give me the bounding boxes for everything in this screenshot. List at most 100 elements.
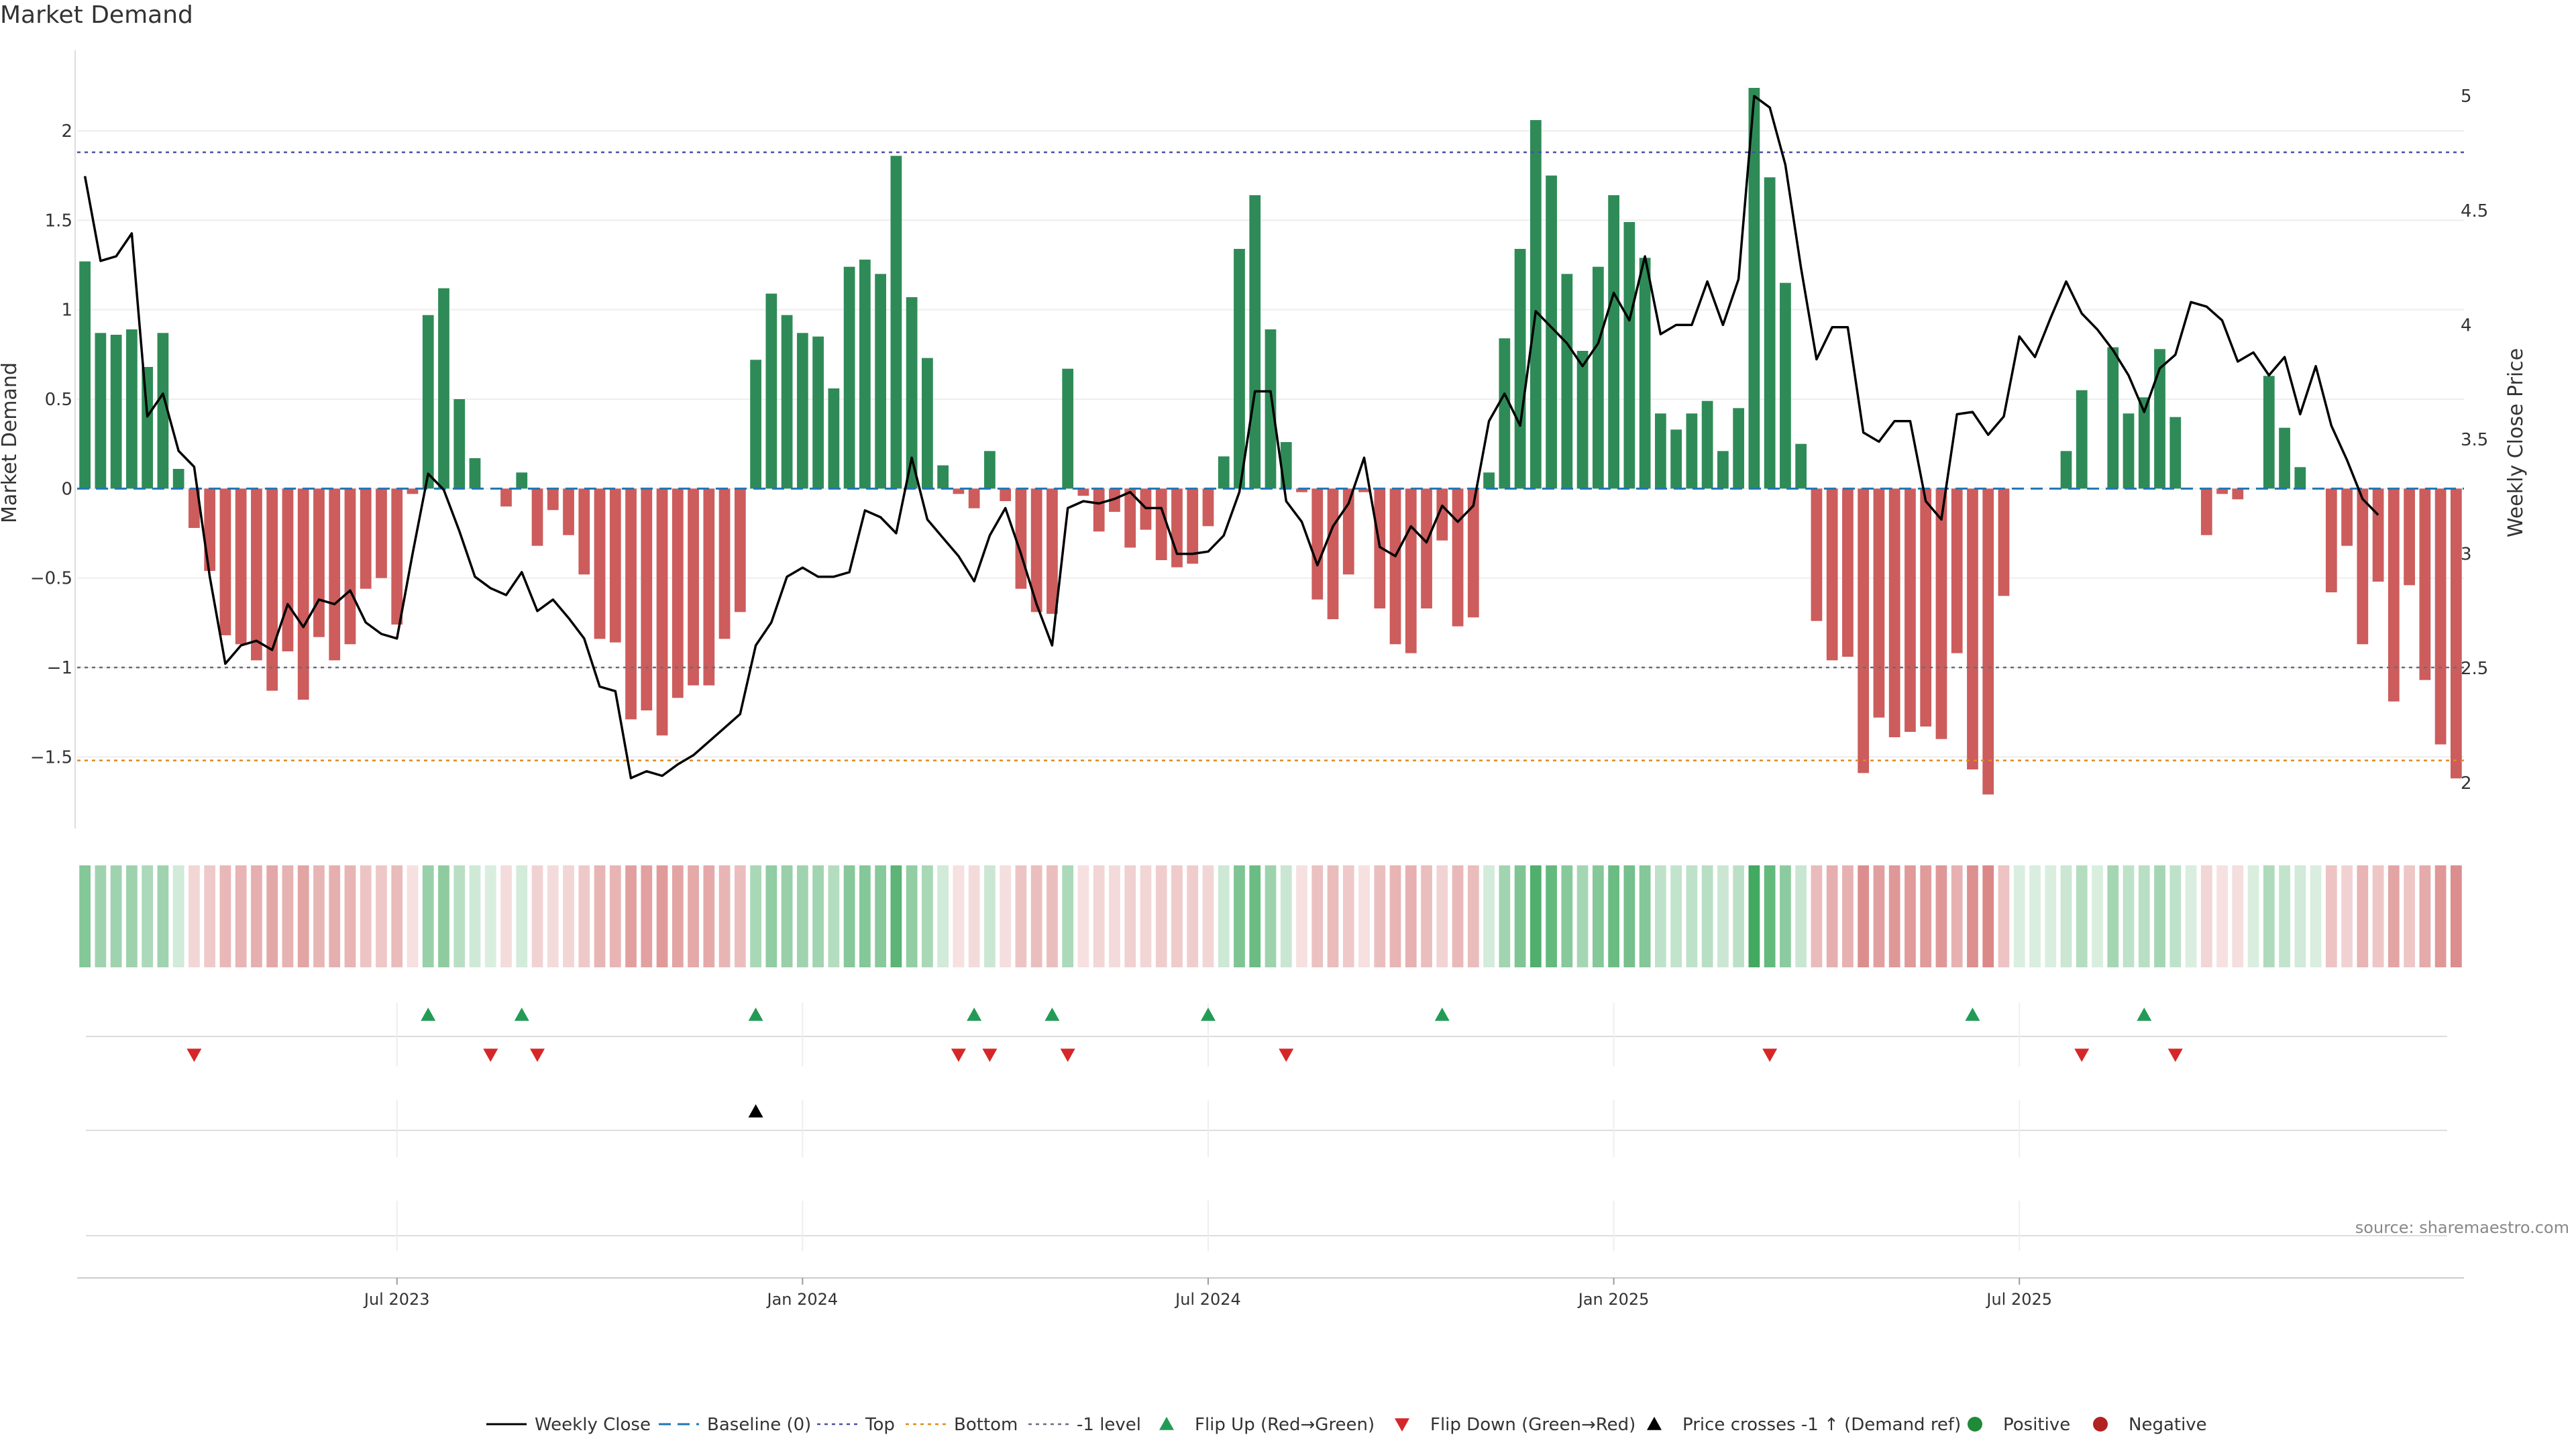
bar-positive bbox=[2060, 451, 2072, 489]
flip-down-marker bbox=[2074, 1049, 2090, 1062]
bar-negative bbox=[1327, 488, 1339, 619]
bar-negative bbox=[1998, 488, 2010, 596]
bar-positive bbox=[1062, 368, 1074, 489]
heat-cell bbox=[344, 865, 356, 967]
legend-negative-label: Negative bbox=[2129, 1415, 2207, 1435]
heat-cell bbox=[2200, 865, 2212, 967]
bar-positive bbox=[1218, 456, 1230, 489]
heat-cell bbox=[453, 865, 466, 967]
bar-negative bbox=[1171, 488, 1183, 568]
bar-negative bbox=[718, 488, 731, 639]
bar-positive bbox=[2279, 427, 2290, 489]
heat-cell bbox=[2029, 865, 2041, 967]
heat-cell bbox=[1873, 865, 1885, 967]
bar-positive bbox=[1249, 195, 1261, 489]
heat-cell bbox=[469, 865, 481, 967]
heat-cell bbox=[641, 865, 653, 967]
bar-positive bbox=[2076, 390, 2088, 489]
bar-positive bbox=[906, 297, 918, 489]
heat-cell bbox=[1280, 865, 1292, 967]
heat-cell bbox=[1826, 865, 1838, 967]
flip-up-marker bbox=[421, 1008, 436, 1021]
heat-cell bbox=[1748, 865, 1760, 967]
heat-cell bbox=[1529, 865, 1542, 967]
heat-cell bbox=[1467, 865, 1479, 967]
heat-cell bbox=[2310, 865, 2322, 967]
bar-negative bbox=[235, 488, 247, 645]
heat-cell bbox=[1920, 865, 1932, 967]
y-tick-label: −1.5 bbox=[30, 747, 72, 767]
heat-cell bbox=[157, 865, 169, 967]
bar-positive bbox=[110, 335, 122, 489]
bar-negative bbox=[2404, 488, 2415, 586]
heat-cell bbox=[2419, 865, 2431, 967]
heat-cell bbox=[1982, 865, 1994, 967]
heat-cell bbox=[391, 865, 403, 967]
bar-negative bbox=[391, 488, 403, 625]
flip-down-marker bbox=[2167, 1049, 2183, 1062]
bar-negative bbox=[282, 488, 294, 651]
bar-negative bbox=[1982, 488, 1994, 795]
bar-positive bbox=[2107, 347, 2119, 489]
bar-positive bbox=[2263, 376, 2275, 489]
heat-cell bbox=[1561, 865, 1573, 967]
heat-cell bbox=[2216, 865, 2228, 967]
bar-negative bbox=[204, 488, 216, 571]
heat-cell bbox=[1015, 865, 1027, 967]
heat-cell bbox=[110, 865, 122, 967]
bar-positive bbox=[2294, 467, 2306, 489]
legend-flip-up-label: Flip Up (Red→Green) bbox=[1195, 1415, 1375, 1435]
flip-down-marker bbox=[1279, 1049, 1294, 1062]
bar-negative bbox=[1093, 488, 1105, 532]
heat-cell bbox=[688, 865, 699, 967]
bar-negative bbox=[2232, 488, 2244, 500]
y-tick-label: −0.5 bbox=[30, 569, 72, 589]
heat-cell bbox=[313, 865, 325, 967]
heat-cell bbox=[2076, 865, 2088, 967]
heat-cell bbox=[2107, 865, 2119, 967]
heat-cell bbox=[422, 865, 434, 967]
bar-positive bbox=[2138, 397, 2150, 489]
heat-cell bbox=[1077, 865, 1089, 967]
heat-cell bbox=[578, 865, 590, 967]
bar-positive bbox=[1748, 88, 1760, 489]
heat-cell bbox=[516, 865, 528, 967]
bar-positive bbox=[126, 329, 138, 489]
bar-positive bbox=[812, 336, 824, 489]
bar-positive bbox=[2154, 349, 2165, 489]
bar-positive bbox=[1639, 258, 1651, 489]
bar-negative bbox=[2372, 488, 2384, 582]
heat-cell bbox=[890, 865, 902, 967]
x-tick-label: Jan 2024 bbox=[766, 1290, 839, 1309]
bar-positive bbox=[750, 360, 761, 489]
bar-positive bbox=[1795, 443, 1807, 489]
heat-cell bbox=[1155, 865, 1167, 967]
legend-flip-up-swatch bbox=[1159, 1417, 1174, 1430]
heat-cell bbox=[1998, 865, 2010, 967]
heat-cell bbox=[1888, 865, 1900, 967]
bar-negative bbox=[1811, 488, 1823, 621]
heat-cell bbox=[1171, 865, 1183, 967]
heat-cell bbox=[1030, 865, 1042, 967]
bar-positive bbox=[422, 315, 434, 489]
bar-positive bbox=[453, 399, 466, 489]
bar-negative bbox=[656, 488, 668, 736]
flip-up-marker bbox=[1965, 1008, 1980, 1021]
bar-positive bbox=[142, 367, 154, 489]
bar-negative bbox=[1077, 488, 1089, 496]
flip-down-marker bbox=[483, 1049, 498, 1062]
bar-positive bbox=[1764, 177, 1776, 489]
heat-cell bbox=[2232, 865, 2244, 967]
heat-cell bbox=[1218, 865, 1230, 967]
source-label: source: sharemaestro.com bbox=[2355, 1218, 2569, 1237]
heat-cell bbox=[1733, 865, 1745, 967]
bar-positive bbox=[1733, 408, 1745, 489]
heat-cell bbox=[656, 865, 668, 967]
y-tick-label: 0.5 bbox=[45, 390, 72, 410]
bar-negative bbox=[1935, 488, 1947, 739]
flip-up-marker bbox=[2137, 1008, 2152, 1021]
heat-cell bbox=[484, 865, 496, 967]
heat-cell bbox=[843, 865, 855, 967]
bar-negative bbox=[1888, 488, 1900, 737]
bar-negative bbox=[734, 488, 746, 612]
